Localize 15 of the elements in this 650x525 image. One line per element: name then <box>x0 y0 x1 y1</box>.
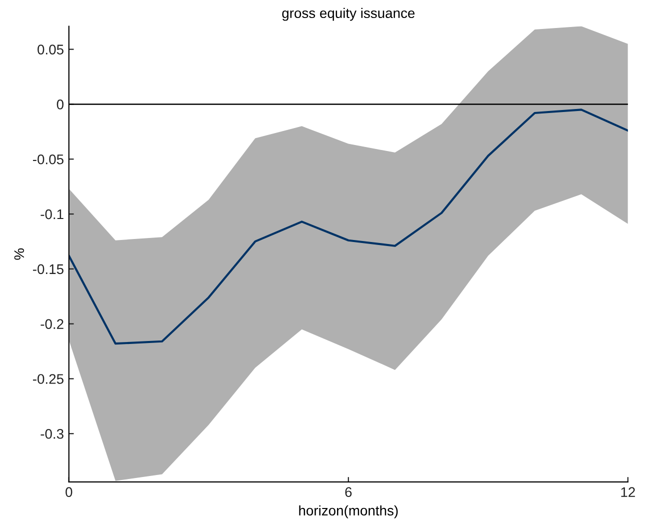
y-tick-label: -0.15 <box>33 264 64 274</box>
x-tick-label: 0 <box>66 487 72 498</box>
chart-title: gross equity issuance <box>282 8 415 21</box>
x-axis-title: horizon(months) <box>299 505 398 518</box>
line-series <box>68 108 628 345</box>
y-tick-label: 0.05 <box>38 44 64 54</box>
x-tick-label: 12 <box>621 487 635 497</box>
y-tick-label: -0.3 <box>40 428 64 439</box>
y-tick-label: -0.1 <box>40 209 64 220</box>
y-tick-label: -0.05 <box>33 154 64 164</box>
y-axis-title: % <box>14 248 24 260</box>
x-tick-label: 6 <box>345 487 352 498</box>
y-tick-label: -0.25 <box>33 374 64 384</box>
y-tick-label: 0 <box>56 100 64 110</box>
y-tick-label: -0.2 <box>40 319 64 329</box>
